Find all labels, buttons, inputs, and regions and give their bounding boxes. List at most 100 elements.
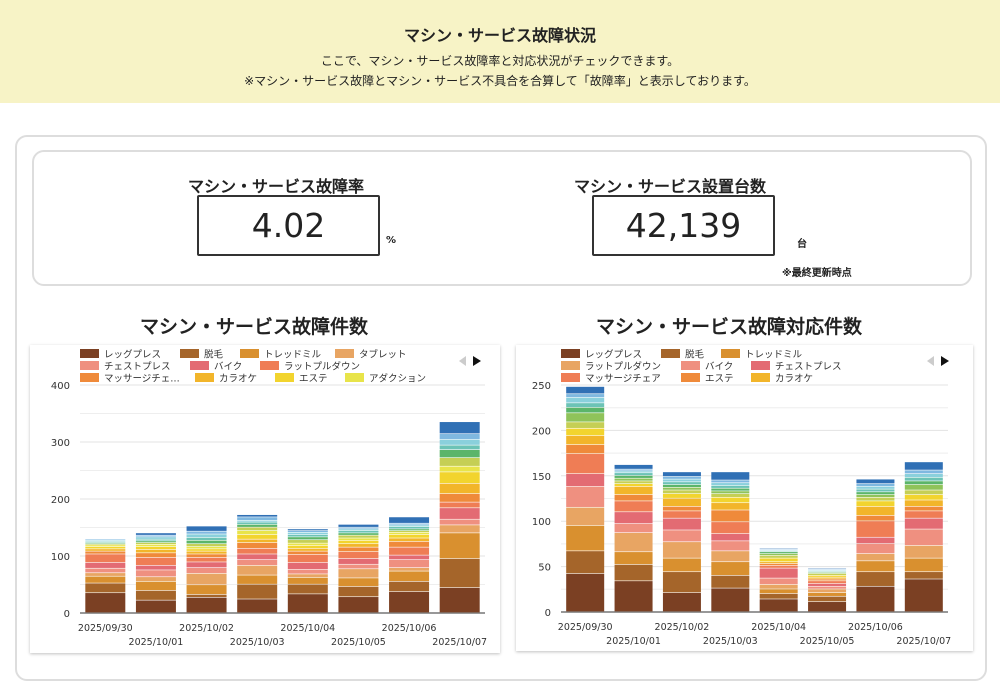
bar-segment[interactable]: [439, 434, 480, 440]
bar-segment[interactable]: [237, 565, 278, 575]
bar-segment[interactable]: [904, 511, 943, 518]
bar-segment[interactable]: [904, 518, 943, 529]
bar-segment[interactable]: [759, 578, 798, 585]
bar-segment[interactable]: [711, 562, 750, 576]
bar-segment[interactable]: [287, 574, 328, 578]
bar-segment[interactable]: [135, 537, 176, 539]
bar-segment[interactable]: [614, 475, 653, 478]
bar-segment[interactable]: [389, 526, 430, 529]
bar-segment[interactable]: [904, 481, 943, 485]
bar-segment[interactable]: [711, 488, 750, 491]
bar-segment[interactable]: [566, 422, 605, 428]
bar-segment[interactable]: [338, 578, 379, 587]
bar-segment[interactable]: [711, 551, 750, 562]
bar-segment[interactable]: [662, 530, 701, 542]
bar-segment[interactable]: [808, 583, 847, 586]
bar-segment[interactable]: [439, 466, 480, 472]
bar-segment[interactable]: [711, 472, 750, 480]
bar-segment[interactable]: [186, 573, 227, 585]
bar-segment[interactable]: [439, 449, 480, 458]
bar-segment[interactable]: [759, 553, 798, 556]
bar-segment[interactable]: [186, 594, 227, 598]
bar-segment[interactable]: [237, 522, 278, 525]
bar-segment[interactable]: [85, 568, 126, 573]
bar-segment[interactable]: [135, 535, 176, 537]
bar-segment[interactable]: [759, 584, 798, 589]
bar-segment[interactable]: [186, 549, 227, 551]
bar-segment[interactable]: [135, 581, 176, 591]
bar-segment[interactable]: [808, 575, 847, 577]
bar-segment[interactable]: [759, 565, 798, 568]
bar-segment[interactable]: [759, 593, 798, 599]
bar-segment[interactable]: [904, 506, 943, 511]
bar-segment[interactable]: [614, 533, 653, 552]
bar-segment[interactable]: [85, 546, 126, 549]
bar-segment[interactable]: [711, 510, 750, 522]
bar-segment[interactable]: [287, 540, 328, 543]
bar-segment[interactable]: [856, 483, 895, 487]
bar-segment[interactable]: [389, 547, 430, 555]
bar-segment[interactable]: [85, 551, 126, 554]
bar-segment[interactable]: [439, 457, 480, 466]
bar-segment[interactable]: [439, 508, 480, 519]
bar-segment[interactable]: [287, 569, 328, 574]
bar-segment[interactable]: [287, 594, 328, 613]
bar-segment[interactable]: [856, 506, 895, 516]
bar-segment[interactable]: [186, 597, 227, 613]
bar-segment[interactable]: [856, 515, 895, 521]
bar-segment[interactable]: [135, 577, 176, 582]
bar-segment[interactable]: [237, 542, 278, 548]
bar-segment[interactable]: [566, 397, 605, 403]
bar-segment[interactable]: [237, 584, 278, 599]
bar-segment[interactable]: [186, 551, 227, 554]
legend-prev-icon[interactable]: [927, 356, 934, 366]
bar-segment[interactable]: [662, 498, 701, 507]
bar-segment[interactable]: [662, 572, 701, 593]
bar-segment[interactable]: [287, 537, 328, 540]
bar-segment[interactable]: [338, 552, 379, 559]
bar-segment[interactable]: [389, 534, 430, 538]
bar-segment[interactable]: [759, 558, 798, 562]
bar-segment[interactable]: [566, 386, 605, 394]
bar-segment[interactable]: [439, 502, 480, 508]
bar-segment[interactable]: [566, 403, 605, 408]
bar-segment[interactable]: [711, 588, 750, 612]
bar-segment[interactable]: [904, 477, 943, 481]
bar-segment[interactable]: [135, 600, 176, 613]
bar-segment[interactable]: [759, 563, 798, 566]
bar-segment[interactable]: [566, 573, 605, 612]
bar-segment[interactable]: [338, 533, 379, 535]
bar-segment[interactable]: [566, 473, 605, 487]
bar-segment[interactable]: [237, 524, 278, 527]
bar-segment[interactable]: [135, 542, 176, 544]
bar-segment[interactable]: [711, 483, 750, 486]
bar-segment[interactable]: [759, 552, 798, 554]
bar-segment[interactable]: [759, 589, 798, 594]
bar-segment[interactable]: [856, 494, 895, 497]
bar-segment[interactable]: [338, 569, 379, 578]
bar-segment[interactable]: [338, 544, 379, 547]
bar-segment[interactable]: [439, 445, 480, 450]
bar-segment[interactable]: [904, 494, 943, 500]
bar-segment[interactable]: [856, 586, 895, 612]
bar-segment[interactable]: [135, 546, 176, 550]
bar-segment[interactable]: [614, 494, 653, 501]
bar-segment[interactable]: [237, 554, 278, 560]
bar-segment[interactable]: [237, 517, 278, 521]
bar-segment[interactable]: [711, 480, 750, 483]
bar-segment[interactable]: [85, 539, 126, 541]
bar-segment[interactable]: [662, 479, 701, 482]
bar-segment[interactable]: [287, 530, 328, 533]
bar-segment[interactable]: [389, 581, 430, 592]
bar-segment[interactable]: [237, 530, 278, 535]
bar-segment[interactable]: [237, 559, 278, 566]
bar-segment[interactable]: [808, 577, 847, 579]
bar-segment[interactable]: [85, 554, 126, 563]
bar-segment[interactable]: [711, 493, 750, 497]
bar-segment[interactable]: [614, 464, 653, 469]
bar-segment[interactable]: [904, 470, 943, 474]
bar-segment[interactable]: [338, 538, 379, 541]
bar-segment[interactable]: [287, 534, 328, 537]
bar-segment[interactable]: [614, 581, 653, 612]
bar-segment[interactable]: [856, 497, 895, 501]
